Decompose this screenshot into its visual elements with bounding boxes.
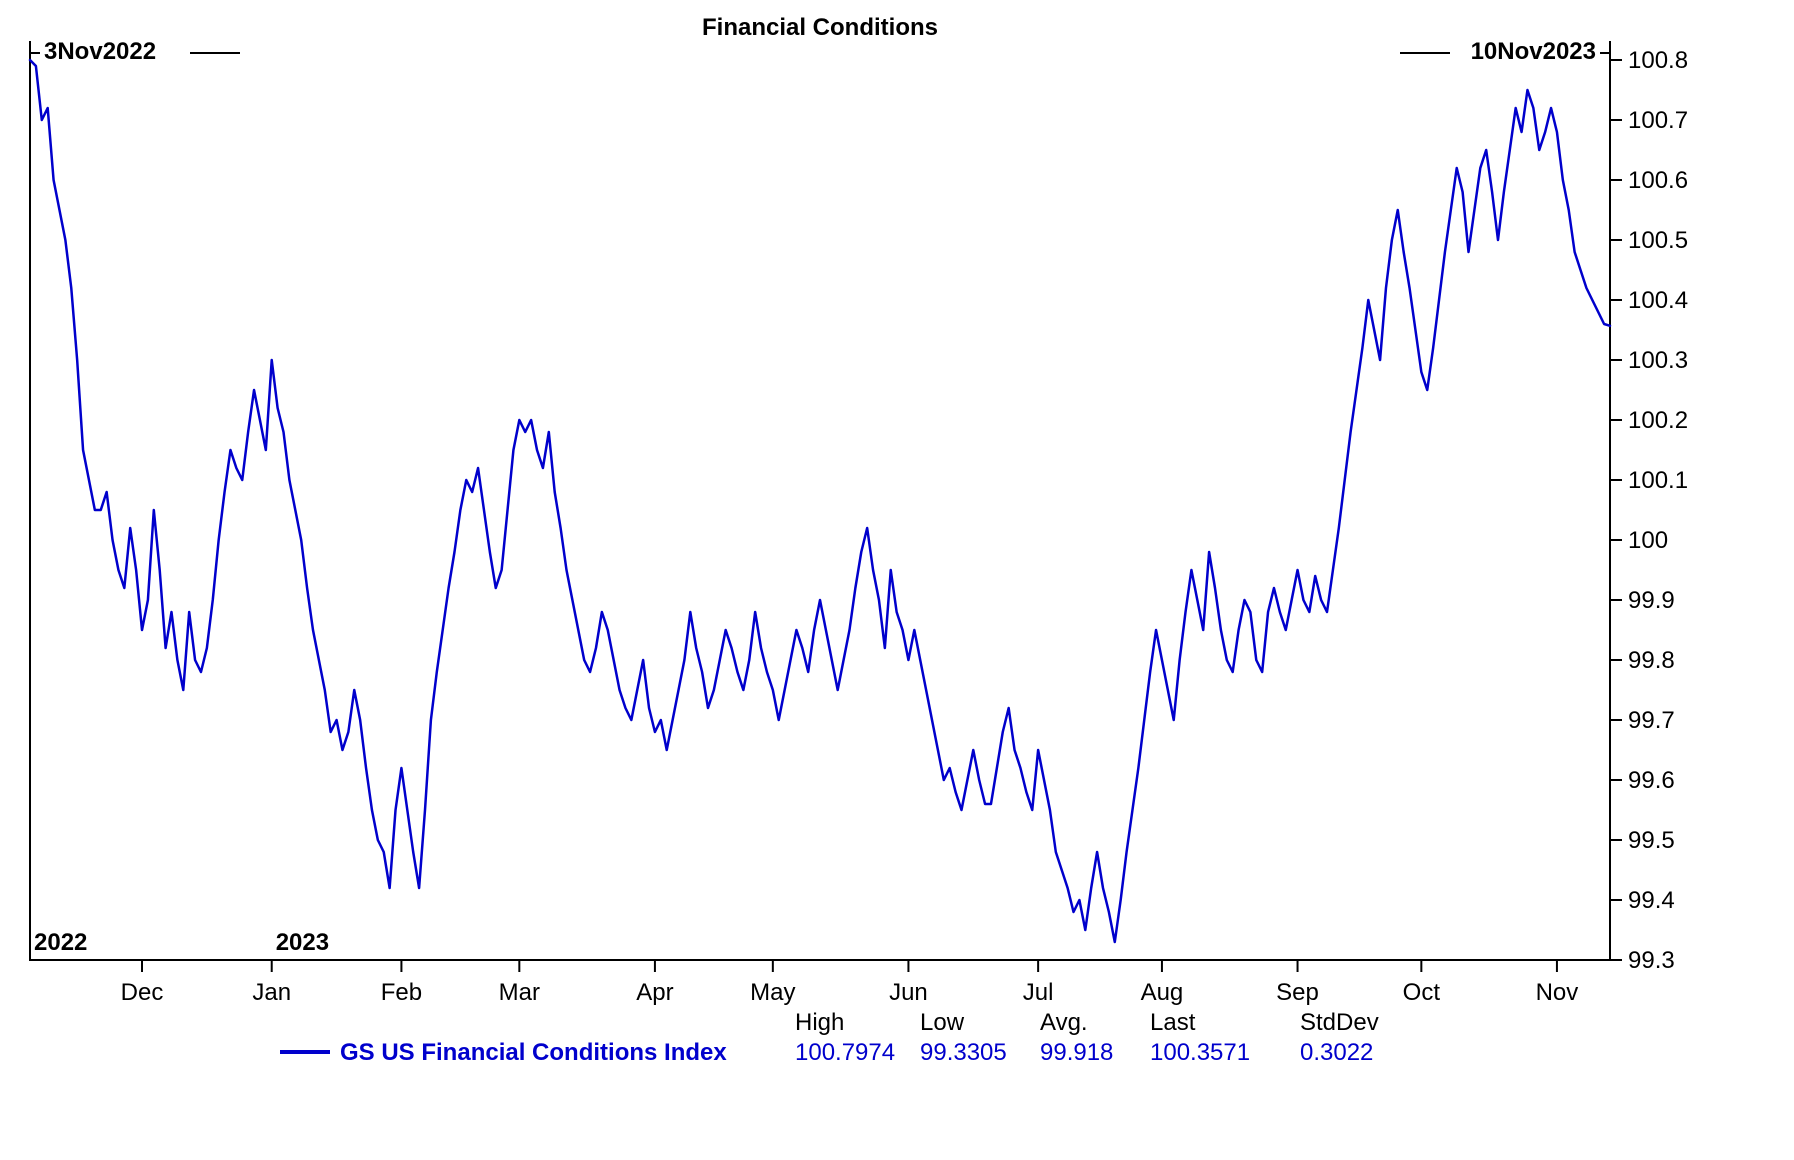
ytick-label: 99.8 [1628, 647, 1675, 674]
xtick-label: May [750, 979, 795, 1006]
legend-header: Low [920, 1009, 965, 1036]
legend-header: StdDev [1300, 1009, 1379, 1036]
year-label: 2023 [276, 929, 329, 956]
xtick-label: Mar [499, 979, 540, 1006]
legend-stat-value: 100.3571 [1150, 1039, 1250, 1066]
legend-series-name: GS US Financial Conditions Index [340, 1039, 727, 1066]
ytick-label: 100.1 [1628, 467, 1688, 494]
chart-title: Financial Conditions [702, 14, 938, 41]
xtick-label: Aug [1141, 979, 1184, 1006]
ytick-label: 100.2 [1628, 407, 1688, 434]
xtick-label: Nov [1536, 979, 1579, 1006]
xtick-label: Feb [381, 979, 422, 1006]
legend-stat-value: 0.3022 [1300, 1039, 1373, 1066]
ytick-label: 100.7 [1628, 107, 1688, 134]
ytick-label: 99.9 [1628, 587, 1675, 614]
ytick-label: 100.4 [1628, 287, 1688, 314]
ytick-label: 100.6 [1628, 167, 1688, 194]
ytick-label: 99.4 [1628, 887, 1675, 914]
ytick-label: 100.5 [1628, 227, 1688, 254]
xtick-label: Oct [1403, 979, 1441, 1006]
ytick-label: 99.3 [1628, 947, 1675, 974]
ytick-label: 100 [1628, 527, 1668, 554]
ytick-label: 99.7 [1628, 707, 1675, 734]
ytick-label: 100.3 [1628, 347, 1688, 374]
legend-stat-value: 99.918 [1040, 1039, 1113, 1066]
chart-container: { "chart": { "type": "line", "title": "F… [0, 0, 1794, 1160]
legend-stat-value: 100.7974 [795, 1039, 895, 1066]
date-start-label: 3Nov2022 [44, 38, 156, 65]
chart-svg: Financial Conditions 3Nov2022 10Nov2023 99.… [0, 0, 1794, 1160]
xtick-label: Sep [1276, 979, 1319, 1006]
xtick-label: Apr [636, 979, 673, 1006]
legend-header: Avg. [1040, 1009, 1088, 1036]
xtick-label: Jul [1023, 979, 1054, 1006]
xtick-label: Jun [889, 979, 928, 1006]
ytick-label: 99.6 [1628, 767, 1675, 794]
legend-header: Last [1150, 1009, 1196, 1036]
legend-header: High [795, 1009, 844, 1036]
ytick-label: 99.5 [1628, 827, 1675, 854]
xtick-label: Dec [121, 979, 164, 1006]
date-end-label: 10Nov2023 [1471, 38, 1596, 65]
ytick-label: 100.8 [1628, 47, 1688, 74]
legend-stat-value: 99.3305 [920, 1039, 1007, 1066]
year-label: 2022 [34, 929, 87, 956]
xtick-label: Jan [252, 979, 291, 1006]
